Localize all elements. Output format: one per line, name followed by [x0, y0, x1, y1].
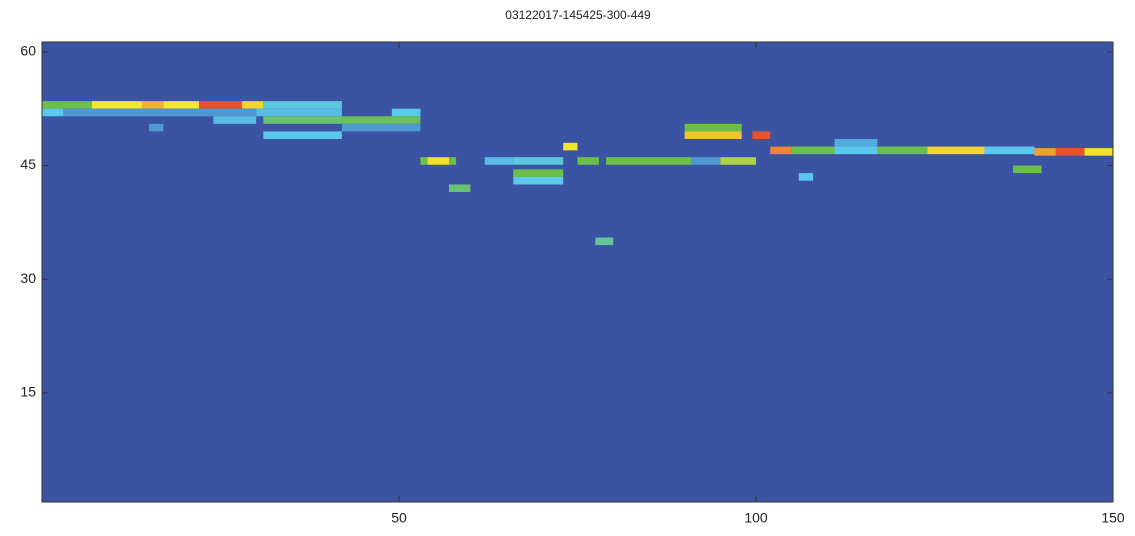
heat-cell [263, 116, 342, 124]
y-tick-label: 45 [20, 156, 36, 172]
heat-cell [684, 123, 742, 132]
heat-cell [149, 123, 164, 132]
x-tick-label: 150 [1101, 510, 1125, 526]
heat-cell [877, 146, 928, 155]
heat-cell [63, 108, 257, 117]
y-tick-label: 60 [20, 43, 36, 59]
heat-cell [684, 131, 742, 140]
heat-cell [563, 142, 578, 151]
heat-cell [513, 157, 564, 165]
heat-cell [1034, 148, 1056, 156]
heat-cell [606, 157, 692, 165]
heat-cell [448, 157, 457, 165]
heat-cell [1084, 148, 1113, 156]
heat-cell [927, 146, 985, 155]
heat-cell [263, 131, 342, 140]
heat-cell [770, 146, 792, 155]
heat-cell [798, 173, 814, 181]
heat-cell [420, 157, 428, 165]
heat-cell [141, 101, 164, 109]
heat-cell [513, 169, 564, 177]
x-tick-label: 50 [391, 510, 407, 526]
heat-cell [1013, 165, 1042, 174]
heat-cell [577, 157, 599, 165]
heat-cell [256, 108, 342, 117]
heat-cell [341, 116, 421, 124]
heat-cell [241, 101, 264, 109]
heat-cell [213, 116, 257, 124]
heat-cell [984, 146, 1035, 155]
heat-cell [484, 157, 514, 165]
heat-cell [163, 101, 200, 109]
heat-cell [341, 123, 421, 132]
heat-cell [791, 146, 835, 155]
heat-cell [720, 157, 756, 165]
heat-cell [427, 157, 449, 165]
heat-cell [448, 184, 471, 193]
heat-cell [1055, 148, 1085, 156]
heat-cell [595, 237, 614, 246]
heat-cell [91, 101, 142, 109]
heat-cell [513, 176, 564, 185]
heat-cell [391, 108, 421, 117]
heat-cell [42, 101, 92, 109]
heat-cell [263, 101, 342, 109]
chart-title: 03122017-145425-300-449 [505, 8, 651, 22]
plot-frame [41, 41, 1114, 503]
heat-cell [199, 101, 242, 109]
heat-cell [834, 139, 878, 147]
heat-cell [42, 108, 64, 117]
y-tick-label: 15 [20, 384, 36, 400]
heat-cell [834, 146, 878, 155]
x-tick-label: 100 [744, 510, 768, 526]
heat-cell [752, 131, 771, 140]
heat-cell [691, 157, 721, 165]
y-tick-label: 30 [20, 270, 36, 286]
